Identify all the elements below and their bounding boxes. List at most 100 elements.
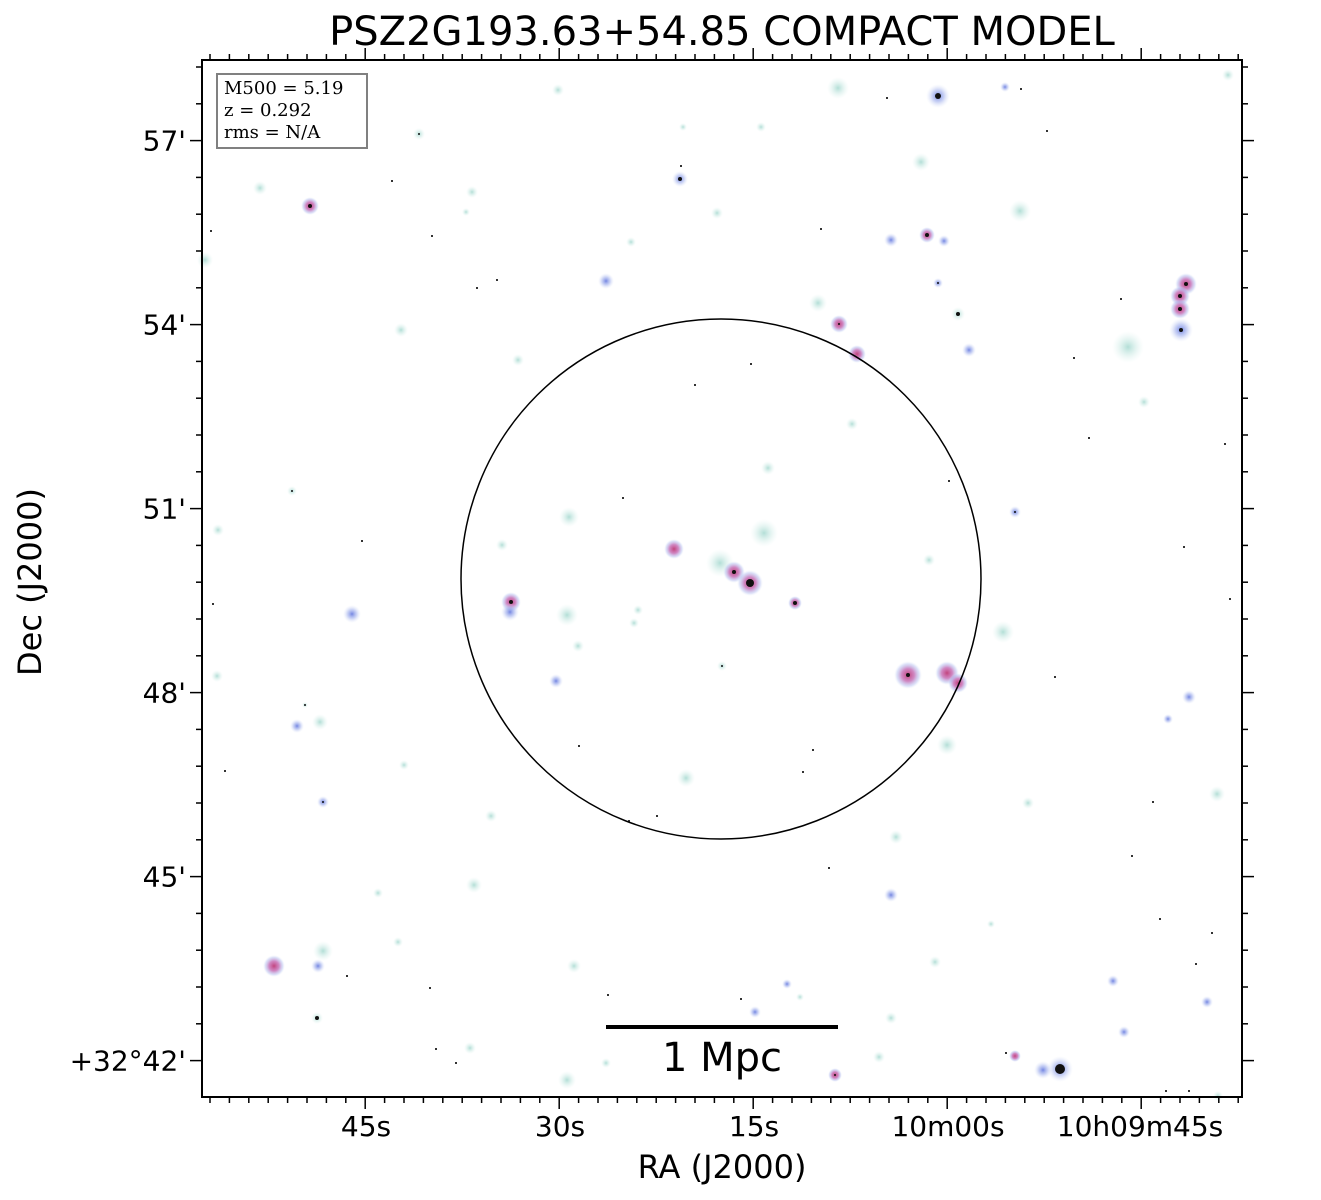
noise-speck xyxy=(1088,437,1090,439)
noise-speck xyxy=(1195,963,1197,965)
radio-source xyxy=(948,673,968,693)
plot-frame xyxy=(201,59,1243,1098)
radio-source xyxy=(761,461,775,475)
noise-speck xyxy=(1005,1052,1007,1054)
radio-source xyxy=(559,507,579,527)
radio-source xyxy=(598,273,614,289)
radio-source xyxy=(848,345,866,363)
radio-source xyxy=(558,1071,576,1089)
source-core xyxy=(732,570,736,574)
radio-source xyxy=(556,604,578,626)
radio-source xyxy=(889,830,903,844)
radio-source xyxy=(679,123,687,131)
source-core xyxy=(838,323,840,325)
source-core xyxy=(678,177,682,181)
source-core xyxy=(291,490,293,492)
noise-speck xyxy=(361,540,363,542)
x-tick-label: 30s xyxy=(534,1110,586,1143)
radio-source xyxy=(1022,797,1034,809)
radio-source xyxy=(912,153,930,171)
radio-source xyxy=(1118,1026,1130,1038)
y-tick-label: 57' xyxy=(142,124,186,158)
noise-speck xyxy=(1020,88,1022,90)
noise-speck xyxy=(1188,1090,1190,1092)
radio-source xyxy=(263,955,285,977)
noise-speck xyxy=(680,165,682,167)
radio-source xyxy=(1201,996,1213,1008)
radio-source xyxy=(501,603,519,621)
radio-source xyxy=(962,343,976,357)
radio-source xyxy=(552,84,564,96)
source-core xyxy=(721,665,723,667)
radio-source xyxy=(677,769,695,787)
noise-speck xyxy=(656,815,658,817)
noise-speck xyxy=(578,745,580,747)
scale-bar-label: 1 Mpc xyxy=(661,1035,783,1081)
y-tick-label: 51' xyxy=(142,492,186,526)
noise-speck xyxy=(391,180,393,182)
radio-source xyxy=(885,1012,897,1024)
source-core xyxy=(322,801,324,803)
radio-source xyxy=(601,1058,611,1068)
y-axis-label: Dec (J2000) xyxy=(11,488,49,676)
noise-speck xyxy=(212,603,214,605)
radio-source xyxy=(938,235,950,247)
radio-source xyxy=(466,877,482,893)
source-core xyxy=(793,601,797,605)
noise-speck xyxy=(628,820,630,822)
noise-speck xyxy=(1131,855,1133,857)
noise-speck xyxy=(455,1062,457,1064)
noise-speck xyxy=(476,287,478,289)
source-core xyxy=(937,282,939,284)
noise-speck xyxy=(802,771,804,773)
aperture-circle xyxy=(460,318,982,840)
noise-speck xyxy=(346,975,348,977)
noise-speck xyxy=(496,279,498,281)
source-core xyxy=(746,579,754,587)
noise-speck xyxy=(1120,298,1122,300)
source-core xyxy=(1055,1064,1065,1074)
rms-text: rms = N/A xyxy=(224,122,321,143)
radio-source xyxy=(1138,396,1150,408)
noise-speck xyxy=(224,770,226,772)
noise-speck xyxy=(1073,357,1075,359)
radio-source xyxy=(1107,975,1119,987)
radio-source xyxy=(512,354,524,366)
radio-source xyxy=(992,621,1014,643)
noise-speck xyxy=(740,998,742,1000)
radio-source xyxy=(290,719,304,733)
source-core xyxy=(315,1016,319,1020)
radio-source xyxy=(923,554,935,566)
noise-speck xyxy=(431,235,433,237)
noise-speck xyxy=(1054,676,1056,678)
noise-speck xyxy=(820,228,822,230)
radio-source xyxy=(1163,714,1173,724)
radio-source xyxy=(827,77,849,99)
radio-source xyxy=(572,640,584,652)
source-core xyxy=(418,133,420,135)
noise-speck xyxy=(750,363,752,365)
tick-marks xyxy=(190,48,1254,1109)
radio-source xyxy=(343,605,361,623)
radio-source xyxy=(394,323,408,337)
radio-source xyxy=(809,294,827,312)
x-tick-label: 10m00s xyxy=(891,1110,1005,1143)
radio-source xyxy=(1222,69,1234,81)
radio-source xyxy=(884,233,898,247)
radio-source xyxy=(937,735,957,755)
radio-source xyxy=(846,418,858,430)
source-core xyxy=(834,1074,836,1076)
noise-speck xyxy=(1229,598,1231,600)
source-core xyxy=(1179,328,1183,332)
radio-source xyxy=(1009,1050,1021,1062)
radio-source xyxy=(466,186,478,198)
noise-speck xyxy=(886,97,888,99)
x-tick-label: 45s xyxy=(340,1110,392,1143)
noise-speck xyxy=(1224,443,1226,445)
radio-source xyxy=(211,670,223,682)
x-axis-label: RA (J2000) xyxy=(637,1148,807,1186)
noise-speck xyxy=(1159,918,1161,920)
radio-source xyxy=(633,605,643,615)
radio-source xyxy=(782,979,792,989)
